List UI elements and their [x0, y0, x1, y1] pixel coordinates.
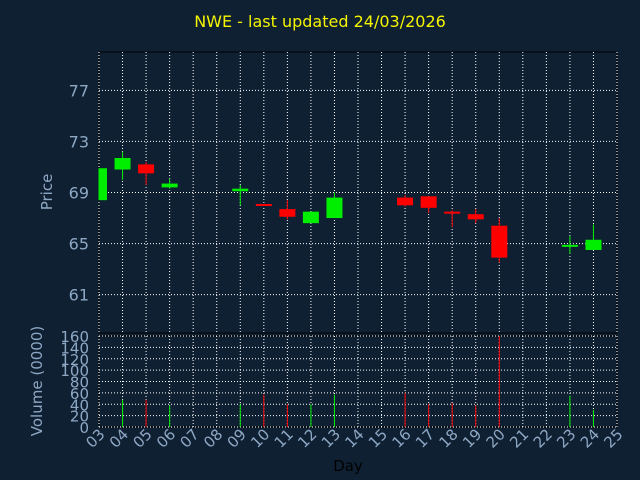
- day-axis-label: Day: [333, 457, 363, 475]
- volume-tick-label: 60: [70, 385, 89, 403]
- volume-tick-label: 80: [70, 374, 89, 392]
- day-tick-label: 20: [483, 425, 509, 451]
- day-tick-label: 23: [553, 425, 579, 451]
- volume-tick-label: 160: [60, 328, 89, 346]
- day-tick-label: 04: [106, 425, 132, 451]
- day-tick-label: 19: [459, 425, 485, 451]
- volume-tick-label: 100: [60, 362, 89, 380]
- candle-body: [326, 197, 343, 219]
- candle-body: [114, 158, 131, 170]
- price-tick-label: 77: [69, 81, 89, 100]
- day-tick-label: 05: [129, 425, 155, 451]
- chart-title: NWE - last updated 24/03/2026: [194, 12, 446, 31]
- day-tick-label: 24: [577, 425, 603, 451]
- day-tick-label: 15: [365, 425, 391, 451]
- price-tick-label: 73: [69, 132, 89, 151]
- day-tick-label: 11: [271, 425, 297, 451]
- volume-tick-label: 0: [79, 419, 89, 437]
- day-tick-label: 10: [247, 425, 273, 451]
- day-tick-label: 07: [177, 425, 203, 451]
- candle-body: [467, 214, 484, 220]
- day-tick-label: 16: [388, 425, 414, 451]
- candle-body: [491, 225, 508, 258]
- price-tick-label: 61: [69, 286, 89, 305]
- day-tick-label: 12: [294, 425, 320, 451]
- day-tick-label: 06: [153, 425, 179, 451]
- candle-body: [279, 209, 296, 217]
- day-tick-label: 22: [530, 425, 556, 451]
- candle-body: [255, 203, 272, 206]
- candle-body: [161, 183, 178, 188]
- volume-tick-label: 120: [60, 351, 89, 369]
- volume-tick-label: 20: [70, 408, 89, 426]
- volume-tick-label: 40: [70, 396, 89, 414]
- day-tick-label: 18: [436, 425, 462, 451]
- candle-body: [585, 239, 602, 250]
- day-tick-label: 14: [341, 425, 367, 451]
- day-tick-label: 17: [412, 425, 438, 451]
- day-tick-label: 08: [200, 425, 226, 451]
- candle-body: [561, 244, 578, 247]
- price-tick-label: 69: [69, 184, 89, 203]
- candle-body: [397, 197, 414, 206]
- candle-body: [420, 196, 437, 208]
- price-tick-label: 65: [69, 235, 89, 254]
- volume-tick-label: 140: [60, 339, 89, 357]
- candle-body: [138, 164, 155, 174]
- candle-body: [444, 211, 461, 214]
- candle-body: [302, 211, 319, 224]
- day-tick-label: 21: [506, 425, 532, 451]
- candle-body: [99, 168, 107, 201]
- day-tick-label: 13: [318, 425, 344, 451]
- candle-body: [232, 188, 249, 192]
- day-tick-label: 09: [224, 425, 250, 451]
- day-tick-label: 25: [600, 425, 626, 451]
